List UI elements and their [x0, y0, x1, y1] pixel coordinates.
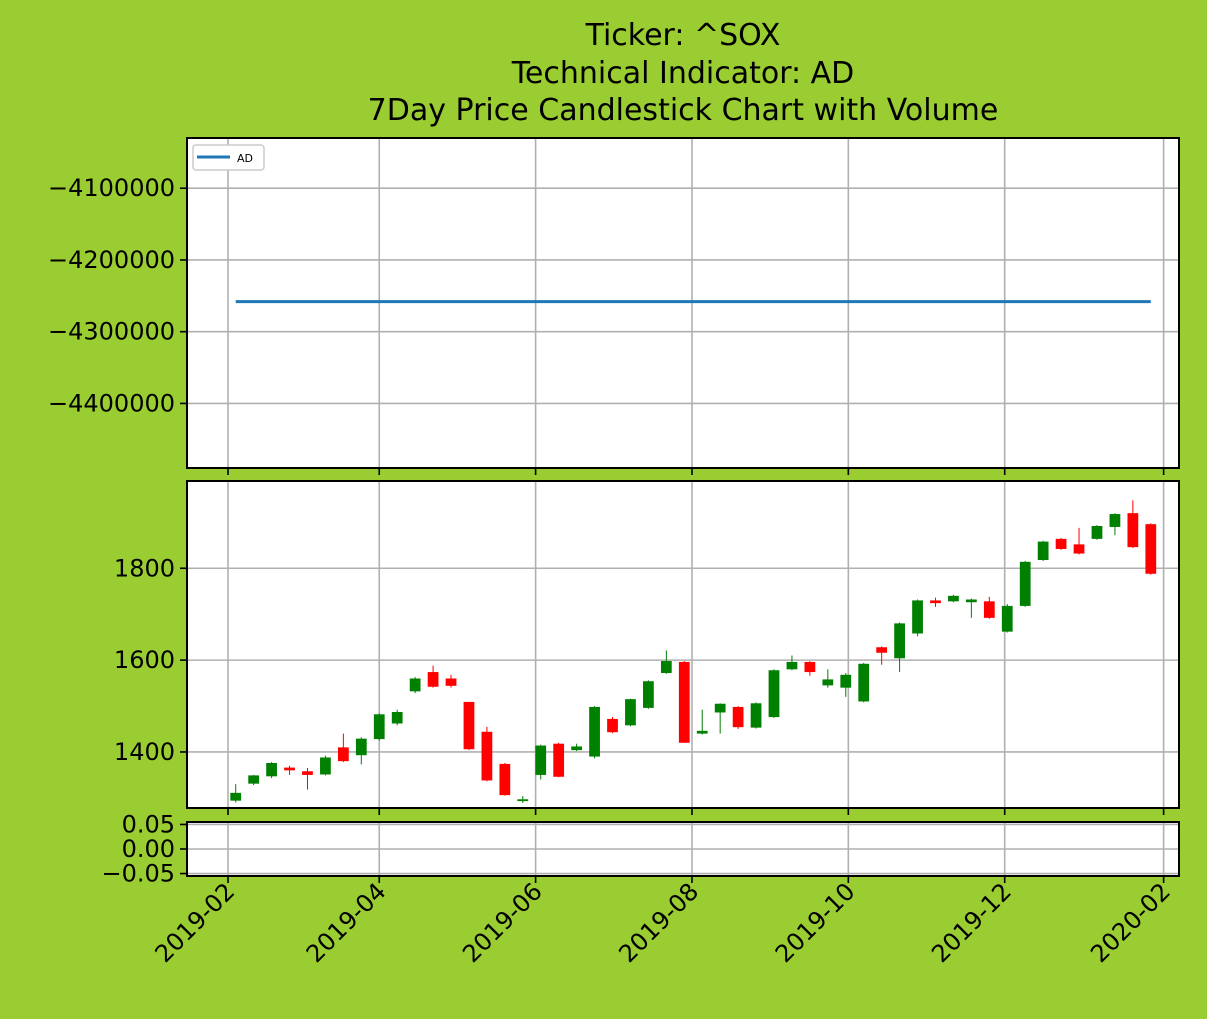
x-tick-label: 2019-08	[614, 877, 705, 968]
candle-body	[571, 746, 583, 751]
legend: AD	[192, 144, 265, 171]
candle-body	[1037, 541, 1049, 560]
candle-body	[1019, 561, 1031, 606]
indicator-panel: −4100000 −4200000 −4300000 −4400000 AD	[48, 137, 1180, 475]
x-tick-label: 2019-12	[926, 877, 1017, 968]
candle-body	[1055, 538, 1067, 549]
title-line-2: Technical Indicator: AD	[511, 56, 855, 91]
candle-body	[481, 731, 493, 781]
candle-body	[948, 595, 959, 602]
candle-body	[427, 672, 439, 687]
candle-body	[1001, 605, 1013, 632]
indicator-y-axis: −4100000 −4200000 −4300000 −4400000	[48, 174, 187, 417]
candle-body	[894, 623, 905, 659]
candle-body	[858, 663, 870, 702]
ind-ytick-label: −4200000	[48, 246, 175, 274]
candle-body	[714, 703, 726, 713]
candles	[230, 500, 1157, 803]
candle-body	[930, 600, 941, 604]
candle-body	[589, 706, 600, 757]
ind-ytick-label: −4100000	[48, 174, 175, 202]
candle-body	[840, 674, 852, 688]
price-panel-background	[187, 481, 1179, 808]
candle-body	[643, 681, 654, 708]
candle-body	[391, 712, 403, 724]
candle-body	[302, 771, 313, 775]
x-tick-label: 2019-10	[770, 877, 861, 968]
candle-body	[625, 699, 636, 726]
candle-body	[517, 799, 529, 802]
candle-body	[768, 670, 780, 718]
candle-body	[445, 678, 457, 686]
candle-body	[732, 706, 744, 728]
price-ytick-label: 1400	[114, 738, 175, 766]
candle-body	[804, 661, 816, 673]
candle-body	[1073, 544, 1085, 554]
candle-body	[463, 701, 475, 750]
candle-body	[1127, 513, 1139, 548]
candle-body	[786, 661, 798, 670]
candle-body	[320, 757, 331, 775]
candle-body	[284, 767, 295, 771]
candle-body	[499, 763, 511, 796]
candle-body	[535, 745, 547, 775]
candle-body	[822, 679, 834, 686]
ind-ytick-label: −4400000	[48, 389, 175, 417]
indicator-panel-frame	[186, 137, 1180, 469]
candle-body	[607, 718, 618, 733]
price-ytick-label: 1800	[114, 554, 175, 582]
volume-grid	[187, 822, 1179, 883]
candle-body	[1091, 526, 1103, 539]
candle-body	[230, 792, 242, 801]
legend-label-ad: AD	[237, 152, 253, 165]
title-line-3: 7Day Price Candlestick Chart with Volume	[368, 93, 999, 128]
price-panel-frame	[186, 480, 1180, 809]
x-axis: 2019-02 2019-04 2019-06 2019-08 2019-10 2019-…	[150, 877, 1176, 968]
volume-panel: 0.050.00−0.05	[101, 810, 1180, 888]
price-grid	[187, 481, 1179, 815]
price-ytick-label: 1600	[114, 646, 175, 674]
candle-body	[983, 601, 995, 618]
candle-body	[876, 647, 888, 653]
candle-body	[373, 714, 385, 740]
x-tick-label: 2019-02	[150, 877, 241, 968]
candle-body	[553, 743, 565, 777]
candle-body	[912, 600, 923, 634]
candle-body	[1109, 514, 1121, 527]
ind-ytick-label: −4300000	[48, 318, 175, 346]
candle-body	[678, 661, 690, 743]
vol-ytick-label: −0.05	[101, 860, 175, 888]
candle-body	[965, 599, 977, 603]
volume-y-axis: 0.050.00−0.05	[101, 810, 187, 888]
candle-body	[337, 747, 349, 762]
candle-body	[409, 678, 421, 692]
x-tick-label: 2019-06	[457, 877, 548, 968]
vol-ytick-label: 0.05	[122, 810, 175, 838]
price-y-axis: 1400 1600 1800	[114, 554, 187, 766]
x-tick-label: 2019-04	[301, 877, 392, 968]
candle-body	[355, 738, 367, 756]
candle-body	[696, 730, 708, 734]
x-tick-label: 2020-02	[1085, 877, 1176, 968]
title-line-1: Ticker: ^SOX	[585, 18, 781, 53]
candle-body	[248, 775, 260, 784]
candle-body	[266, 762, 277, 777]
vol-ytick-label: 0.00	[122, 835, 175, 863]
candle-body	[750, 703, 762, 728]
candle-body	[660, 661, 672, 673]
candle-body	[1145, 524, 1157, 574]
price-panel: 1400 1600 1800	[114, 480, 1180, 815]
